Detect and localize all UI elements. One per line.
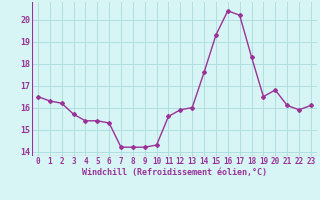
X-axis label: Windchill (Refroidissement éolien,°C): Windchill (Refroidissement éolien,°C) [82,168,267,177]
